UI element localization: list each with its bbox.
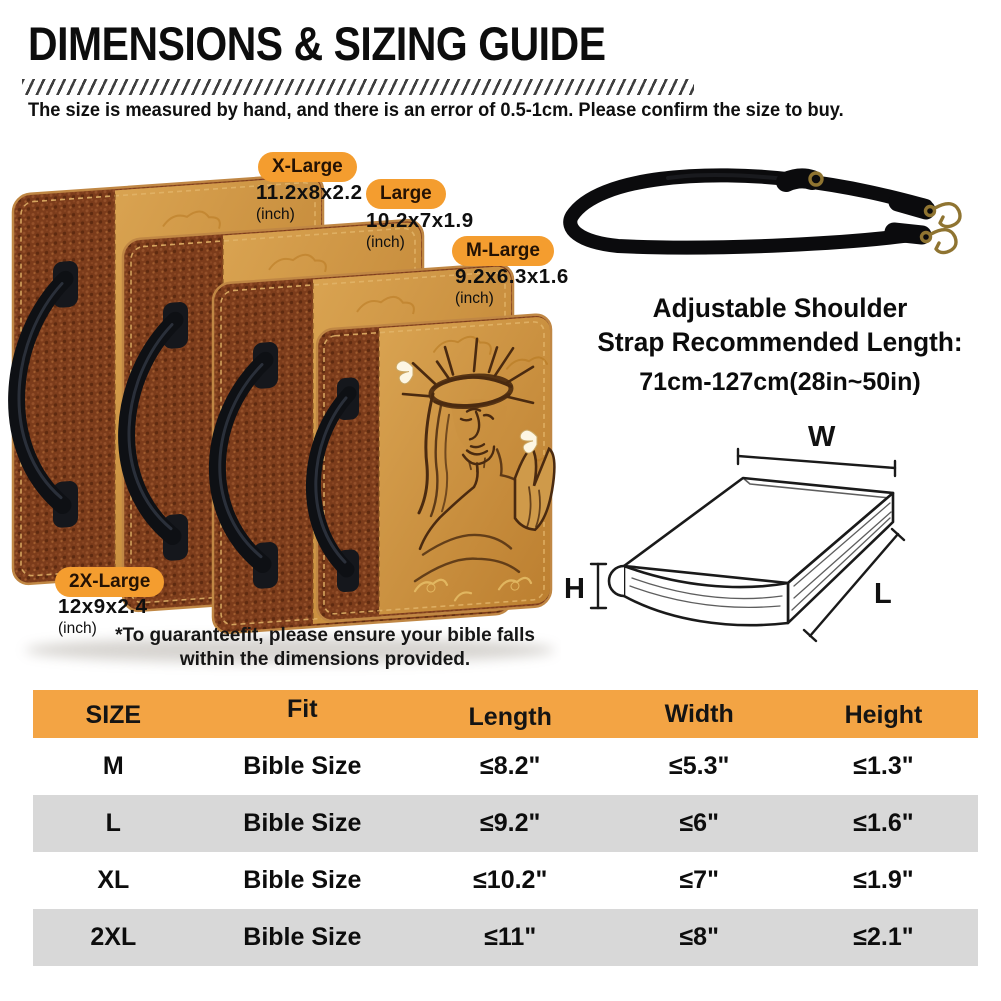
- size-cell: M: [102, 752, 124, 780]
- badge-m-large: M-Large: [452, 236, 554, 266]
- clasp-icon: [923, 202, 962, 229]
- butterfly-icon: [519, 429, 538, 454]
- strap-knot: [776, 168, 822, 192]
- col-header-length: Length: [468, 702, 552, 731]
- strap-heading: Adjustable Shoulder Strap Recommended Le…: [597, 293, 963, 357]
- badge-large: Large: [366, 179, 446, 209]
- bible-cover-mlarge: [305, 313, 556, 623]
- ring-icon: [808, 171, 824, 187]
- cloud-emboss: [356, 295, 415, 315]
- fit-cell: Bible Size: [243, 866, 362, 894]
- width-cell: ≤6": [679, 809, 719, 837]
- table-row-2xl: 2XL Bible Size ≤11" ≤8" ≤2.1": [33, 909, 978, 966]
- table-row-l: L Bible Size ≤9.2" ≤6" ≤1.6": [33, 795, 978, 852]
- badge-x-large: X-Large: [258, 152, 357, 182]
- dims-large: 10.2x7x1.9 (inch): [366, 209, 474, 251]
- length-cell: ≤11": [484, 923, 537, 951]
- fit-cell: Bible Size: [243, 923, 362, 951]
- col-header-size: SIZE: [85, 700, 142, 729]
- badge-2x-large: 2X-Large: [55, 567, 165, 597]
- height-cell: ≤1.6": [853, 809, 914, 837]
- length-arrow: [802, 527, 906, 643]
- col-header-fit: Fit: [287, 694, 318, 723]
- shoulder-strap-image: [563, 168, 962, 255]
- height-cell: ≤1.3": [853, 752, 914, 780]
- height-cell: ≤1.9": [853, 866, 914, 894]
- dims-2x-large: 12x9x2.4 (inch): [58, 595, 148, 637]
- fit-cell: Bible Size: [243, 752, 362, 780]
- page-title: DIMENSIONS & SIZING GUIDE: [28, 17, 606, 70]
- table-row-xl: XL Bible Size ≤10.2" ≤7" ≤1.9": [33, 852, 978, 909]
- width-cell: ≤8": [679, 923, 719, 951]
- strap: [563, 168, 933, 255]
- width-cell: ≤5.3": [669, 752, 730, 780]
- length-label: L: [874, 578, 892, 610]
- table-row-m: M Bible Size ≤8.2" ≤5.3" ≤1.3": [33, 738, 978, 795]
- cloud-emboss: [268, 253, 327, 273]
- size-cell: 2XL: [90, 923, 137, 951]
- butterfly-icon: [395, 360, 414, 385]
- length-cell: ≤10.2": [473, 866, 548, 894]
- subtitle: The size is measured by hand, and there …: [28, 100, 844, 121]
- hatch-divider: [22, 79, 694, 95]
- col-header-width: Width: [664, 699, 734, 728]
- book-dimensions-diagram: W H L: [564, 421, 906, 643]
- width-arrow: [736, 447, 897, 478]
- dims-m-large: 9.2x6.3x1.6 (inch): [455, 265, 569, 307]
- strap-length-range: 71cm-127cm(28in~50in): [639, 368, 921, 396]
- drop-shadow: [25, 637, 555, 663]
- clasp-icon: [919, 228, 958, 255]
- dims-x-large: 11.2x8x2.2 (inch): [256, 181, 363, 223]
- size-table: SIZE Fit Length Width Height M Bible Siz…: [33, 690, 978, 966]
- table-header-row: SIZE Fit Length Width Height: [33, 690, 978, 738]
- cloud-emboss: [162, 210, 221, 229]
- col-header-height: Height: [844, 700, 923, 729]
- length-cell: ≤9.2": [480, 809, 541, 837]
- height-cell: ≤2.1": [853, 923, 914, 951]
- fit-note: *To guaranteefit, please ensure your bib…: [115, 625, 535, 670]
- bible-covers-image: [8, 173, 556, 663]
- height-label: H: [564, 573, 585, 605]
- jesus-artwork: [395, 335, 556, 602]
- height-arrow: [589, 562, 608, 610]
- size-cell: L: [105, 809, 121, 837]
- width-cell: ≤7": [679, 866, 719, 894]
- length-cell: ≤8.2": [480, 752, 541, 780]
- width-label: W: [808, 421, 836, 453]
- size-cell: XL: [97, 866, 130, 894]
- fit-cell: Bible Size: [243, 809, 362, 837]
